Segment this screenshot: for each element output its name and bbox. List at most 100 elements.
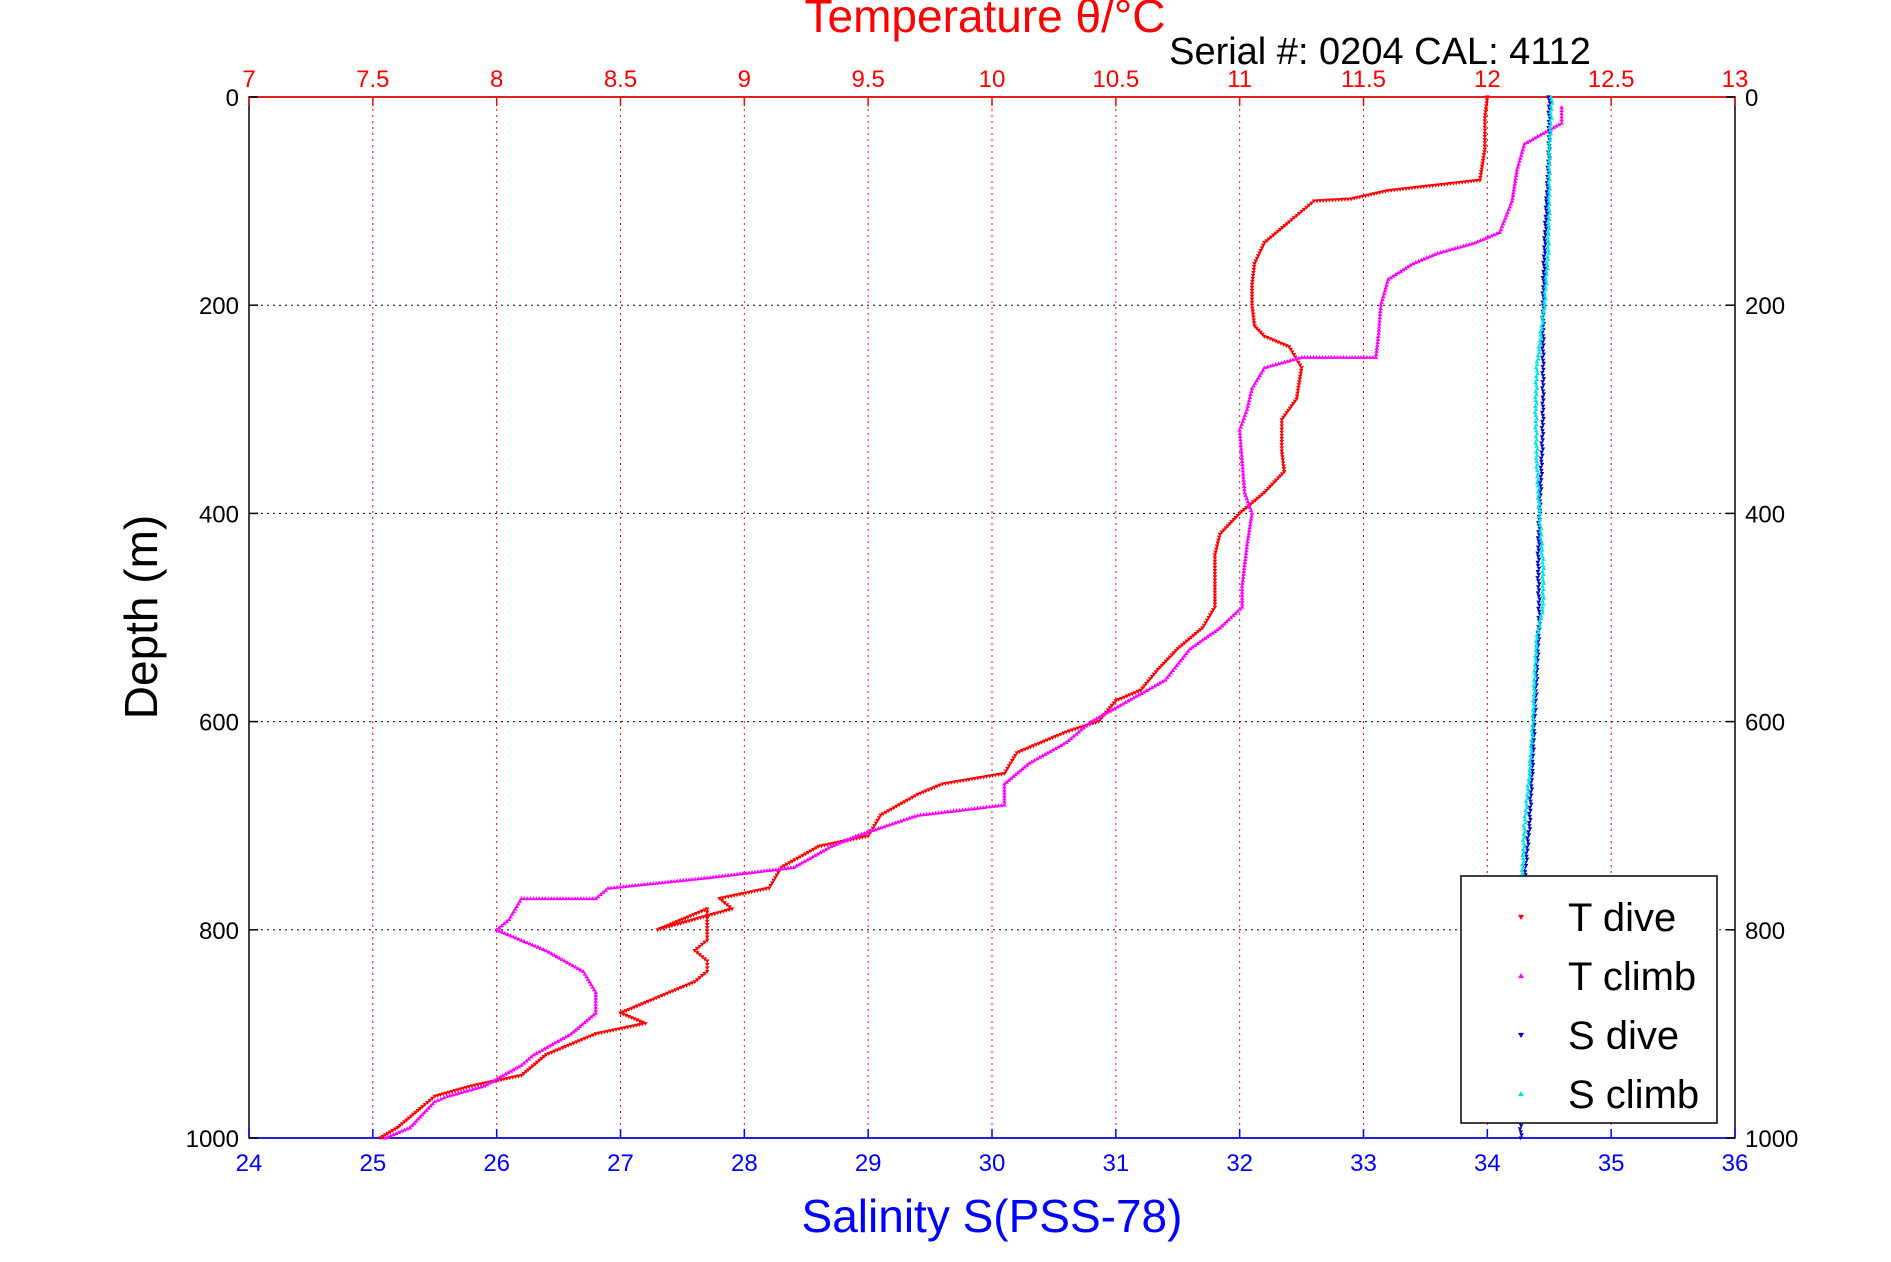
data-point (1510, 195, 1515, 200)
data-point (912, 794, 918, 799)
data-point (620, 1010, 626, 1015)
data-point (1520, 147, 1526, 152)
data-point (626, 1008, 632, 1012)
data-point (1534, 359, 1540, 364)
data-point (1536, 486, 1542, 491)
data-point (582, 971, 588, 976)
data-point (429, 1096, 435, 1101)
data-point (586, 1016, 592, 1021)
data-point (1040, 753, 1045, 758)
data-point (1295, 391, 1300, 396)
data-point (1540, 349, 1546, 354)
data-point (901, 817, 906, 822)
data-point (476, 1085, 481, 1090)
data-point (1002, 802, 1007, 807)
data-point (1403, 265, 1408, 270)
data-point (1481, 153, 1487, 158)
data-point (752, 869, 758, 874)
data-point (875, 818, 880, 823)
data-point (1284, 411, 1290, 416)
data-point (1518, 1124, 1524, 1129)
data-point (500, 1073, 506, 1078)
data-point (1029, 759, 1035, 764)
data-point (1124, 694, 1130, 699)
data-point (1546, 223, 1551, 228)
data-point (1276, 476, 1281, 481)
data-point (1146, 679, 1151, 684)
data-point (1212, 559, 1218, 564)
data-point (1281, 342, 1286, 347)
data-point (1260, 243, 1266, 248)
data-point (796, 862, 802, 866)
data-point (1464, 242, 1469, 247)
data-point (473, 1086, 479, 1090)
data-point (1531, 701, 1536, 706)
data-point (591, 1012, 596, 1017)
data-point (1536, 566, 1542, 571)
data-point (1524, 854, 1529, 859)
data-point (1251, 321, 1257, 326)
data-point (1482, 116, 1488, 121)
data-point (674, 878, 680, 883)
data-point (623, 1009, 629, 1014)
data-point (767, 867, 773, 872)
data-point (1266, 486, 1271, 491)
data-point (948, 809, 953, 813)
data-point (1352, 354, 1358, 359)
data-point (1482, 134, 1488, 139)
data-point (402, 1127, 407, 1132)
data-point (1515, 164, 1521, 169)
data-point (1056, 744, 1061, 749)
data-point (1326, 354, 1331, 359)
data-point (1449, 246, 1455, 251)
data-point (1482, 122, 1488, 127)
data-point (755, 869, 761, 874)
left-tick-label: 600 (199, 710, 239, 737)
data-point (1184, 651, 1189, 656)
data-point (563, 896, 569, 901)
data-point (1540, 320, 1546, 325)
data-point (1536, 554, 1541, 559)
data-point (1174, 663, 1180, 668)
data-point (618, 1011, 623, 1016)
data-point (495, 1076, 500, 1081)
data-point (1531, 668, 1537, 673)
data-point (1533, 419, 1538, 424)
data-point (1005, 766, 1010, 771)
data-point (1247, 525, 1253, 530)
data-point (1527, 759, 1532, 764)
legend-label: T dive (1568, 896, 1676, 940)
data-point (1469, 241, 1475, 246)
data-point (1242, 563, 1247, 568)
data-point (934, 784, 940, 789)
data-point (552, 1049, 557, 1054)
data-point (487, 1080, 492, 1085)
data-point (746, 870, 752, 875)
data-point (1227, 522, 1233, 527)
data-point (1244, 496, 1250, 501)
data-point (531, 1052, 537, 1057)
data-point (1127, 693, 1132, 698)
data-point (1212, 587, 1218, 592)
data-point (1245, 536, 1251, 541)
data-point (1536, 630, 1541, 635)
data-point (1238, 437, 1243, 442)
data-point (1534, 383, 1539, 388)
data-point (453, 1091, 459, 1096)
data-point (1533, 440, 1538, 445)
data-point (1533, 413, 1539, 418)
data-point (1217, 532, 1223, 537)
data-point (593, 1032, 599, 1037)
data-point (1535, 134, 1541, 139)
data-point (1537, 535, 1543, 540)
data-point (1547, 125, 1552, 130)
data-point (418, 1114, 423, 1119)
data-point (1536, 606, 1541, 611)
data-point (1270, 362, 1276, 367)
data-point (870, 828, 875, 833)
data-point (1543, 196, 1549, 201)
top-tick-label: 9 (738, 66, 751, 93)
data-point (1472, 240, 1478, 245)
data-point (685, 915, 691, 920)
data-point (1541, 254, 1547, 259)
